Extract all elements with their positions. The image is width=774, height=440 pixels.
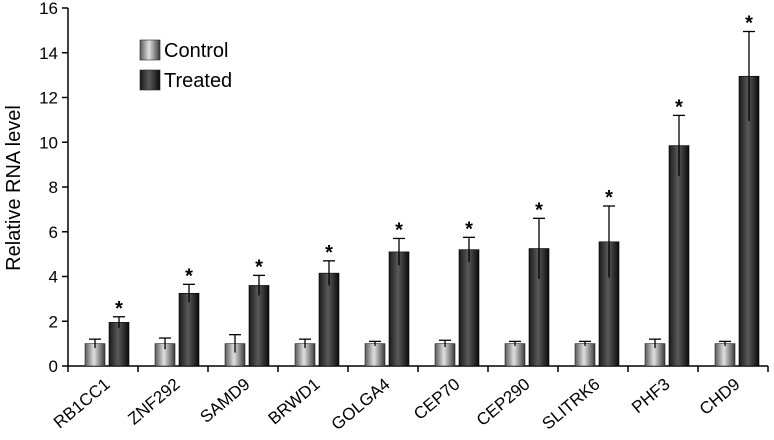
y-axis-label: Relative RNA level xyxy=(3,105,25,271)
bar-treated-samd9 xyxy=(248,285,270,367)
category-label-brwd1: BRWD1 xyxy=(265,375,324,429)
legend-label-control: Control xyxy=(164,40,228,62)
y-tick-label: 16 xyxy=(39,0,58,18)
bar-treated-znf292 xyxy=(178,292,200,367)
bar-treated-golga4 xyxy=(388,251,410,367)
bar-control-chd9 xyxy=(714,343,736,367)
category-label-cep70: CEP70 xyxy=(410,375,463,424)
category-label-rb1cc1: RB1CC1 xyxy=(50,375,114,433)
y-axis: 0 2 4 6 8 10 12 14 16 xyxy=(39,0,69,376)
legend: Control Treated xyxy=(139,39,232,92)
y-tick-label: 4 xyxy=(49,268,58,287)
category-label-golga4: GOLGA4 xyxy=(328,375,394,434)
bar-treated-rb1cc1 xyxy=(108,322,130,367)
significance-star: * xyxy=(255,256,263,278)
bar-treated-phf3 xyxy=(668,145,690,367)
bar-treated-cep70 xyxy=(458,249,480,367)
legend-swatch-control xyxy=(139,39,161,61)
significance-star: * xyxy=(395,219,403,241)
bar-control-cep290 xyxy=(504,343,526,367)
bar-treated-brwd1 xyxy=(318,272,340,367)
y-tick-label: 0 xyxy=(49,357,58,376)
significance-star: * xyxy=(745,12,753,34)
significance-star: * xyxy=(535,199,543,221)
category-label-phf3: PHF3 xyxy=(628,375,674,417)
y-tick-label: 12 xyxy=(39,89,58,108)
category-label-cep290: CEP290 xyxy=(473,375,534,430)
bars-group: * * * * * * * * * * xyxy=(84,12,760,367)
significance-star: * xyxy=(605,187,613,209)
legend-swatch-treated xyxy=(139,69,161,91)
category-label-chd9: CHD9 xyxy=(696,375,744,419)
significance-star: * xyxy=(325,242,333,264)
category-label-samd9: SAMD9 xyxy=(196,375,253,427)
significance-star: * xyxy=(115,298,123,320)
y-tick-label: 2 xyxy=(49,312,58,331)
bar-control-slitrk6 xyxy=(574,343,596,367)
x-axis: RB1CC1 ZNF292 SAMD9 BRWD1 GOLGA4 CEP70 CEP290 S… xyxy=(50,365,769,434)
y-tick-label: 10 xyxy=(39,133,58,152)
significance-star: * xyxy=(185,265,193,287)
legend-label-treated: Treated xyxy=(164,70,232,92)
y-tick-label: 14 xyxy=(39,44,58,63)
category-label-slitrk6: SLITRK6 xyxy=(539,375,604,434)
bar-control-golga4 xyxy=(364,343,386,367)
category-label-znf292: ZNF292 xyxy=(124,375,183,429)
y-tick-label: 6 xyxy=(49,223,58,242)
significance-star: * xyxy=(465,218,473,240)
y-tick-label: 8 xyxy=(49,178,58,197)
significance-star: * xyxy=(675,96,683,118)
